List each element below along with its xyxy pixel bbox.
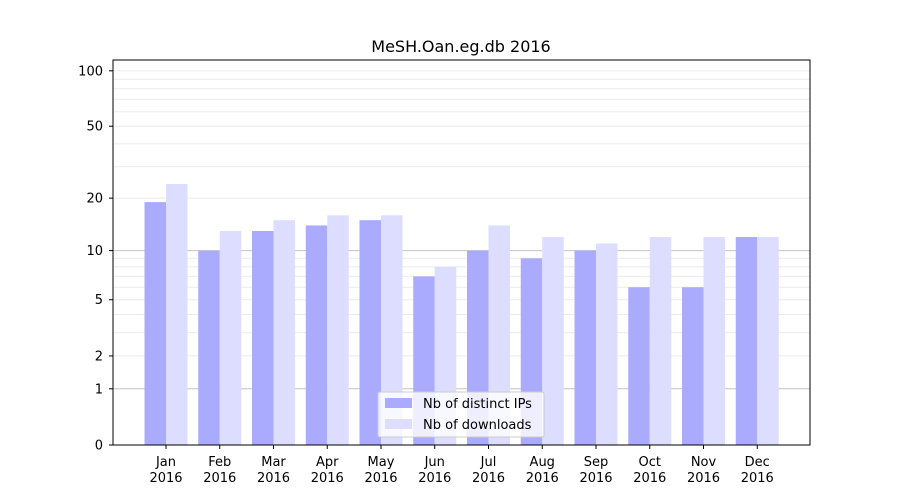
y-axis: 0 1 2 5 10 20 50 100 — [78, 64, 113, 454]
bar-downloads — [703, 237, 725, 445]
x-tick-label: Oct — [639, 455, 661, 470]
x-tick-label: Nov — [691, 455, 717, 470]
y-tick-label: 1 — [95, 382, 103, 397]
x-tick-label: 2016 — [257, 471, 290, 486]
x-tick-label: Mar — [261, 455, 286, 470]
x-tick-label: Apr — [316, 455, 339, 470]
bar-ips — [682, 287, 704, 445]
y-tick-label: 10 — [86, 244, 103, 259]
bar-downloads — [649, 237, 672, 445]
x-tick-label: 2016 — [364, 471, 397, 486]
x-tick-label: Feb — [208, 455, 231, 470]
y-tick-label: 50 — [86, 120, 103, 135]
x-tick-label: Jan — [155, 455, 176, 470]
x-tick-label: Dec — [745, 455, 770, 470]
y-tick-label: 100 — [78, 64, 103, 79]
x-tick-label: Jul — [480, 455, 497, 470]
x-tick-label: Sep — [584, 455, 609, 470]
axes-frame — [112, 59, 811, 446]
bar-downloads — [166, 184, 188, 445]
bar-downloads — [381, 215, 403, 445]
y-tick-label: 20 — [86, 192, 103, 207]
legend-label-downloads: Nb of downloads — [423, 418, 532, 433]
x-tick-label: 2016 — [633, 471, 666, 486]
x-tick-label: 2016 — [311, 471, 344, 486]
bar-downloads — [327, 215, 349, 445]
bar-ips — [359, 220, 381, 445]
x-tick-label: 2016 — [203, 471, 236, 486]
bar-ips — [198, 250, 220, 445]
bar-ips — [735, 237, 758, 445]
bar-ips — [252, 231, 274, 445]
legend-swatch-downloads — [385, 419, 412, 429]
bar-ips — [628, 287, 650, 445]
x-tick-label: 2016 — [149, 471, 182, 486]
x-tick-label: 2016 — [526, 471, 559, 486]
legend: Nb of distinct IPs Nb of downloads — [377, 391, 545, 438]
x-tick-label: Aug — [530, 455, 555, 470]
bar-ips — [574, 250, 596, 445]
bar-downloads — [219, 231, 242, 445]
y-tick-label: 0 — [95, 439, 103, 454]
x-tick-label: 2016 — [687, 471, 720, 486]
bar-downloads — [757, 237, 779, 445]
legend-label-ips: Nb of distinct IPs — [423, 397, 532, 412]
x-tick-label: 2016 — [741, 471, 774, 486]
legend-box — [377, 391, 545, 438]
y-tick-label: 5 — [95, 293, 103, 308]
bar-downloads — [596, 243, 618, 445]
x-axis: Jan2016Feb2016Mar2016Apr2016May2016Jun20… — [149, 445, 774, 486]
x-tick-label: May — [368, 455, 395, 470]
x-tick-label: Jun — [424, 455, 445, 470]
x-tick-label: 2016 — [418, 471, 451, 486]
y-tick-label: 2 — [95, 349, 103, 364]
legend-swatch-ips — [385, 398, 412, 408]
chart-title: MeSH.Oan.eg.db 2016 — [371, 37, 550, 56]
x-tick-label: 2016 — [579, 471, 612, 486]
x-tick-label: 2016 — [472, 471, 505, 486]
bar-ips — [144, 202, 166, 445]
bar-ips — [305, 225, 328, 445]
bar-downloads — [488, 225, 510, 445]
bar-downloads — [273, 220, 295, 445]
bar-downloads — [542, 237, 564, 445]
